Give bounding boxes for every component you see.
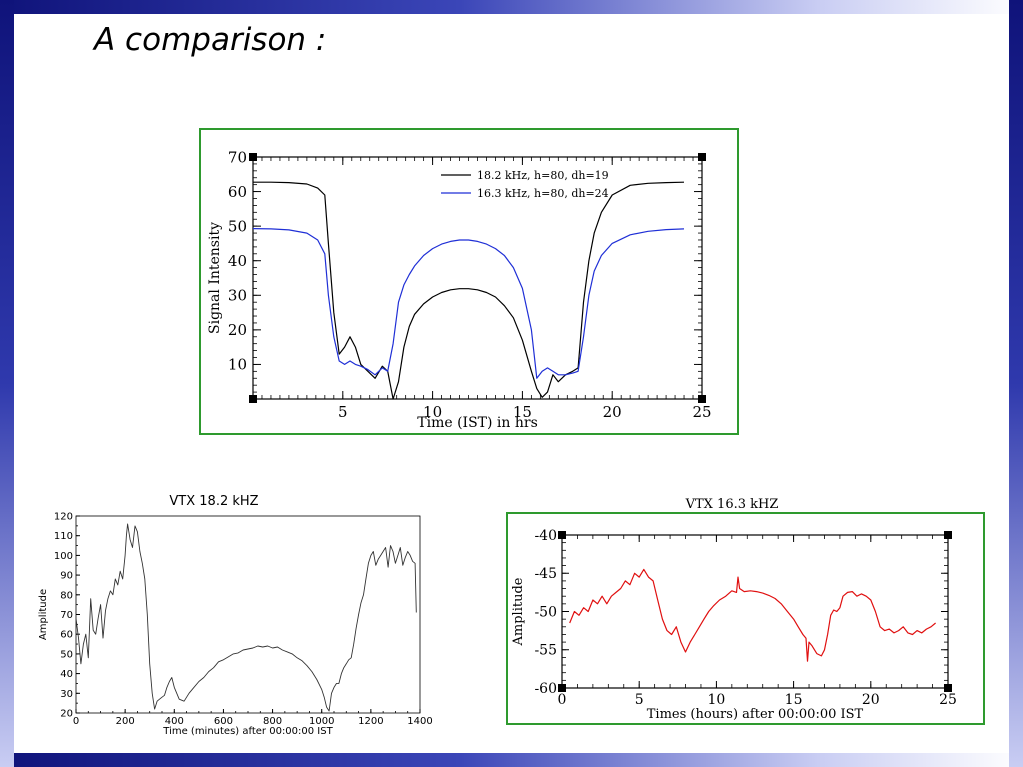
slide-title: A comparison : — [94, 22, 327, 58]
y-tick-label: 50 — [60, 649, 73, 660]
y-tick-label: 70 — [228, 148, 247, 166]
x-tick-label: 0 — [73, 716, 79, 727]
y-tick-label: 40 — [60, 669, 73, 680]
series-line-0 — [569, 568, 936, 662]
y-tick-label: 70 — [60, 610, 73, 621]
legend-entry: 18.2 kHz, h=80, dh=19 — [477, 169, 609, 182]
slide-border-bottom — [0, 753, 1023, 767]
y-tick-label: -60 — [534, 681, 557, 697]
y-axis-label: Amplitude — [511, 577, 526, 646]
y-tick-label: -55 — [534, 643, 557, 659]
corner-marker — [249, 395, 257, 403]
y-tick-label: -45 — [534, 566, 557, 582]
slide-border-left — [0, 0, 14, 767]
y-tick-label: -40 — [534, 528, 557, 544]
y-tick-label: 110 — [54, 531, 73, 542]
y-axis-label: Signal Intensity — [207, 222, 223, 334]
series-line-0 — [75, 523, 417, 712]
x-tick-label: 1400 — [407, 716, 432, 727]
x-tick-label: 15 — [513, 403, 532, 421]
x-tick-label: 5 — [635, 692, 644, 708]
y-tick-label: 50 — [228, 217, 247, 235]
y-tick-label: -50 — [534, 604, 557, 620]
corner-marker — [558, 684, 566, 692]
legend-entry: 16.3 kHz, h=80, dh=24 — [477, 187, 609, 200]
corner-marker — [944, 684, 952, 692]
vtx-16-chart: 0 5 10 15 20 25 -60 -55 -50 -45 -40 Times (hours) a… — [511, 528, 957, 722]
x-tick-label: 400 — [165, 716, 184, 727]
y-tick-label: 40 — [228, 252, 247, 270]
vtx-16-title-svg: VTX 16.3 kHZ — [685, 497, 779, 512]
chart-frame-model: 5 10 15 20 25 10 20 30 40 50 60 70 Time (IST) in hrs… — [199, 128, 739, 435]
vtx-16-title-area: VTX 16.3 kHZ — [506, 492, 986, 514]
y-tick-label: 60 — [228, 183, 247, 201]
y-tick-label: 80 — [60, 590, 73, 601]
x-tick-label: 25 — [692, 403, 711, 421]
y-axis-label: Amplitude — [38, 589, 49, 640]
x-tick-label: 0 — [558, 692, 567, 708]
chart-frame-vtx-16: 0 5 10 15 20 25 -60 -55 -50 -45 -40 Times (hours) a… — [506, 512, 985, 725]
corner-marker — [558, 531, 566, 539]
y-tick-label: 100 — [54, 551, 73, 562]
y-tick-label: 60 — [60, 630, 73, 641]
x-tick-label: 800 — [263, 716, 282, 727]
corner-marker — [249, 153, 257, 161]
x-tick-label: 600 — [214, 716, 233, 727]
x-tick-label: 1200 — [358, 716, 383, 727]
y-tick-label: 20 — [228, 321, 247, 339]
y-tick-label: 120 — [54, 512, 73, 523]
slide-border-top — [0, 0, 1023, 14]
x-tick-label: 200 — [116, 716, 135, 727]
chart-frame-vtx-18: 0 200 400 600 800 1000 1200 1400 20 30 40 50 60 70 80 9… — [33, 487, 433, 742]
x-tick-label: 20 — [603, 403, 622, 421]
series-line-0 — [253, 181, 685, 400]
x-axis-label: Times (hours) after 00:00:00 IST — [647, 707, 864, 722]
x-tick-label: 15 — [785, 692, 803, 708]
vtx-18-chart: 0 200 400 600 800 1000 1200 1400 20 30 40 50 60 70 80 9… — [38, 494, 433, 737]
x-axis-label: Time (minutes) after 00:00:00 IST — [162, 726, 333, 737]
corner-marker — [698, 395, 706, 403]
x-tick-label: 10 — [423, 403, 442, 421]
chart-title: VTX 18.2 kHZ — [169, 494, 258, 509]
corner-marker — [944, 531, 952, 539]
plot-area — [75, 515, 421, 714]
slide-border-right — [1009, 0, 1023, 767]
y-tick-label: 90 — [60, 571, 73, 582]
x-tick-label: 20 — [862, 692, 880, 708]
series-line-1 — [252, 228, 685, 379]
x-tick-label: 25 — [939, 692, 957, 708]
y-tick-label: 20 — [60, 709, 73, 720]
y-tick-label: 10 — [228, 356, 247, 374]
y-tick-label: 30 — [60, 689, 73, 700]
y-tick-label: 30 — [228, 287, 247, 305]
x-tick-label: 10 — [707, 692, 725, 708]
model-signal-chart: 5 10 15 20 25 10 20 30 40 50 60 70 Time (IST) in hrs… — [207, 148, 712, 431]
corner-marker — [698, 153, 706, 161]
x-axis-label: Time (IST) in hrs — [417, 415, 538, 431]
plot-area — [561, 534, 949, 689]
x-tick-label: 5 — [338, 403, 348, 421]
x-tick-label: 1000 — [309, 716, 334, 727]
chart-title: VTX 16.3 kHZ — [685, 497, 779, 512]
